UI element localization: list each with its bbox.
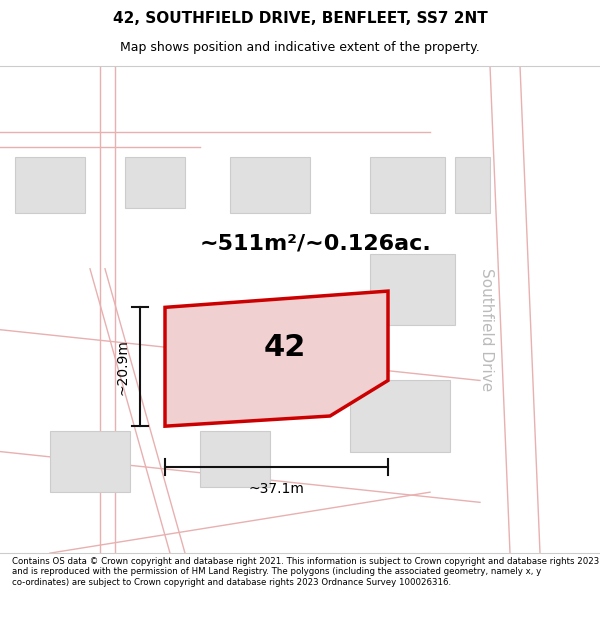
Bar xyxy=(350,381,450,451)
Bar xyxy=(125,157,185,208)
Text: 42: 42 xyxy=(264,334,306,362)
Text: 42, SOUTHFIELD DRIVE, BENFLEET, SS7 2NT: 42, SOUTHFIELD DRIVE, BENFLEET, SS7 2NT xyxy=(113,11,487,26)
Text: ~37.1m: ~37.1m xyxy=(248,482,304,496)
Text: ~511m²/~0.126ac.: ~511m²/~0.126ac. xyxy=(200,233,432,253)
Text: Contains OS data © Crown copyright and database right 2021. This information is : Contains OS data © Crown copyright and d… xyxy=(12,557,599,586)
Text: Southfield Drive: Southfield Drive xyxy=(479,268,494,391)
Bar xyxy=(50,431,130,492)
Bar xyxy=(370,157,445,213)
Bar xyxy=(370,254,455,324)
Text: Map shows position and indicative extent of the property.: Map shows position and indicative extent… xyxy=(120,41,480,54)
Polygon shape xyxy=(165,291,388,426)
Text: ~20.9m: ~20.9m xyxy=(115,339,129,395)
Bar xyxy=(230,157,310,213)
Bar xyxy=(455,157,490,213)
Bar xyxy=(15,157,85,213)
Bar xyxy=(200,431,270,487)
